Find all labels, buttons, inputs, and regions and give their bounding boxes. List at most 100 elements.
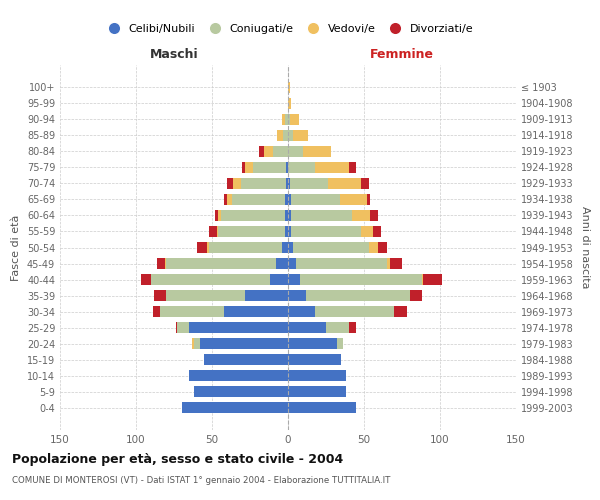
Bar [209, 242, 282, 254]
Bar [370, 210, 377, 221]
Bar [387, 258, 390, 270]
Bar [288, 290, 306, 302]
Legend: Celibi/Nubili, Coniugati/e, Vedovi/e, Divorziati/e: Celibi/Nubili, Coniugati/e, Vedovi/e, Di… [98, 20, 478, 38]
Bar [288, 98, 291, 109]
Bar [182, 402, 288, 413]
Bar [288, 322, 326, 334]
Bar [227, 194, 232, 205]
Bar [288, 242, 293, 254]
Bar [288, 210, 291, 221]
Bar [224, 306, 288, 318]
Bar [283, 130, 288, 141]
Bar [285, 114, 288, 125]
Bar [368, 242, 377, 254]
Bar [288, 370, 346, 382]
Bar [153, 306, 160, 318]
Bar [288, 386, 346, 398]
Bar [277, 130, 283, 141]
Bar [290, 114, 299, 125]
Bar [288, 258, 296, 270]
Bar [263, 146, 273, 157]
Bar [288, 178, 290, 189]
Bar [177, 322, 189, 334]
Bar [316, 162, 349, 173]
Bar [245, 290, 288, 302]
Bar [166, 290, 245, 302]
Bar [189, 370, 288, 382]
Bar [296, 258, 387, 270]
Bar [259, 146, 263, 157]
Bar [300, 274, 422, 285]
Bar [286, 162, 288, 173]
Bar [288, 226, 291, 237]
Text: Popolazione per età, sesso e stato civile - 2004: Popolazione per età, sesso e stato civil… [12, 452, 343, 466]
Bar [293, 242, 368, 254]
Bar [276, 258, 288, 270]
Bar [285, 194, 288, 205]
Y-axis label: Anni di nascita: Anni di nascita [580, 206, 590, 289]
Bar [218, 226, 285, 237]
Bar [245, 162, 253, 173]
Bar [154, 290, 166, 302]
Bar [326, 322, 349, 334]
Bar [367, 194, 370, 205]
Bar [291, 226, 361, 237]
Bar [290, 178, 328, 189]
Bar [285, 226, 288, 237]
Text: COMUNE DI MONTEROSI (VT) - Dati ISTAT 1° gennaio 2004 - Elaborazione TUTTITALIA.: COMUNE DI MONTEROSI (VT) - Dati ISTAT 1°… [12, 476, 391, 485]
Bar [176, 322, 177, 334]
Bar [166, 258, 276, 270]
Y-axis label: Fasce di età: Fasce di età [11, 214, 21, 280]
Bar [282, 242, 288, 254]
Bar [253, 162, 286, 173]
Bar [422, 274, 423, 285]
Bar [205, 354, 288, 366]
Bar [189, 322, 288, 334]
Bar [208, 242, 209, 254]
Bar [288, 114, 290, 125]
Bar [227, 178, 233, 189]
Bar [288, 306, 316, 318]
Bar [197, 242, 208, 254]
Text: Maschi: Maschi [149, 48, 199, 62]
Bar [316, 306, 394, 318]
Bar [215, 210, 218, 221]
Bar [410, 290, 422, 302]
Bar [273, 146, 288, 157]
Bar [288, 354, 341, 366]
Bar [288, 338, 337, 349]
Bar [349, 162, 356, 173]
Bar [242, 162, 245, 173]
Bar [270, 274, 288, 285]
Bar [340, 194, 367, 205]
Bar [285, 210, 288, 221]
Bar [303, 146, 331, 157]
Bar [165, 258, 166, 270]
Bar [306, 290, 410, 302]
Bar [209, 226, 217, 237]
Bar [288, 162, 316, 173]
Bar [288, 146, 303, 157]
Bar [194, 338, 200, 349]
Bar [288, 82, 290, 93]
Bar [423, 274, 442, 285]
Bar [390, 258, 402, 270]
Bar [361, 226, 373, 237]
Bar [293, 130, 308, 141]
Bar [140, 274, 151, 285]
Bar [328, 178, 361, 189]
Bar [288, 130, 293, 141]
Bar [224, 194, 227, 205]
Bar [377, 242, 387, 254]
Bar [194, 386, 288, 398]
Bar [232, 194, 285, 205]
Bar [217, 226, 218, 237]
Bar [373, 226, 381, 237]
Bar [218, 210, 221, 221]
Bar [291, 210, 352, 221]
Bar [288, 402, 356, 413]
Text: Femmine: Femmine [370, 48, 434, 62]
Bar [221, 210, 285, 221]
Bar [286, 178, 288, 189]
Bar [349, 322, 356, 334]
